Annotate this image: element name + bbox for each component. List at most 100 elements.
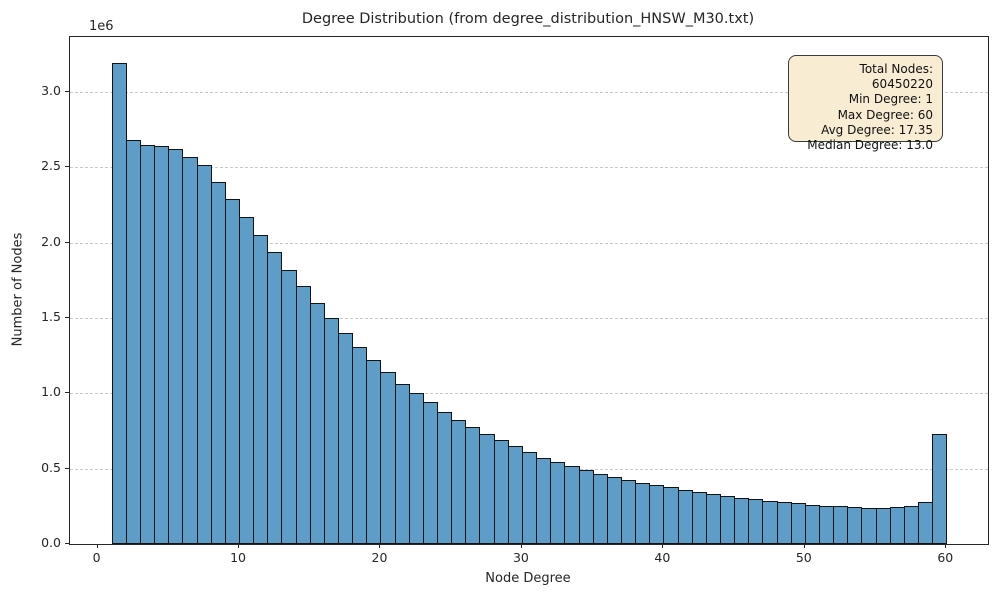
histogram-bar bbox=[903, 506, 919, 544]
grid-line bbox=[70, 167, 988, 169]
histogram-bar bbox=[677, 489, 693, 544]
y-tick-label: 2.5 bbox=[41, 158, 61, 174]
histogram-bar bbox=[352, 347, 368, 544]
y-axis-offset-label: 1e6 bbox=[89, 19, 114, 34]
x-tick-label: 60 bbox=[937, 550, 954, 565]
histogram-bar bbox=[762, 500, 778, 544]
stat-min-degree: Min Degree: 1 bbox=[848, 92, 933, 107]
grid-line bbox=[70, 393, 988, 395]
y-axis-label: Number of Nodes bbox=[10, 232, 26, 347]
x-tick-label: 30 bbox=[512, 550, 529, 565]
stat-total-nodes: Total Nodes: 60450220 bbox=[859, 62, 933, 92]
histogram-bar bbox=[267, 252, 283, 544]
stat-avg-degree: Avg Degree: 17.35 bbox=[821, 122, 933, 137]
histogram-bar bbox=[620, 479, 637, 544]
histogram-bar bbox=[380, 372, 396, 544]
x-tick-label: 0 bbox=[92, 550, 101, 565]
x-tick-mark bbox=[803, 544, 805, 548]
histogram-bar bbox=[649, 485, 665, 544]
histogram-bar bbox=[394, 383, 410, 544]
x-tick-mark bbox=[379, 544, 381, 548]
x-tick-label: 40 bbox=[654, 550, 671, 565]
histogram-bar bbox=[564, 466, 580, 544]
chart-title: Degree Distribution (from degree_distrib… bbox=[301, 11, 755, 27]
histogram-bar bbox=[281, 269, 297, 544]
histogram-bar bbox=[210, 181, 226, 544]
histogram-bar bbox=[734, 497, 750, 544]
histogram-bar bbox=[818, 505, 835, 544]
y-tick-label: 0.0 bbox=[41, 535, 61, 550]
histogram-bar bbox=[748, 499, 764, 544]
histogram-bar bbox=[592, 473, 608, 544]
y-tick-label: 3.0 bbox=[41, 82, 61, 98]
y-tick-label: 1.5 bbox=[41, 308, 61, 324]
stats-annotation-box: Total Nodes: 60450220 Min Degree: 1 Max … bbox=[788, 55, 943, 152]
y-tick-mark bbox=[65, 241, 69, 243]
y-tick-label: 2.0 bbox=[41, 233, 61, 249]
histogram-bar bbox=[790, 503, 806, 544]
x-tick-mark bbox=[662, 544, 664, 548]
histogram-bar bbox=[239, 216, 255, 544]
x-tick-label: 20 bbox=[371, 550, 388, 565]
histogram-bar bbox=[917, 502, 934, 544]
histogram-bar bbox=[408, 393, 424, 544]
histogram-bar bbox=[521, 452, 538, 544]
x-axis-label: Node Degree bbox=[485, 571, 571, 586]
histogram-bar bbox=[635, 482, 651, 544]
histogram-bar bbox=[338, 333, 354, 544]
histogram-bar bbox=[323, 317, 340, 544]
x-tick-mark bbox=[945, 544, 947, 548]
histogram-bar bbox=[932, 433, 948, 544]
y-tick-mark bbox=[65, 543, 69, 544]
histogram-bar bbox=[422, 402, 439, 544]
x-tick-mark bbox=[96, 544, 98, 548]
y-tick-label: 1.0 bbox=[41, 384, 61, 400]
x-tick-mark bbox=[520, 544, 522, 548]
histogram-bar bbox=[182, 156, 198, 544]
grid-line bbox=[70, 317, 988, 319]
x-tick-label: 50 bbox=[795, 550, 812, 565]
histogram-bar bbox=[309, 302, 325, 544]
histogram-bar bbox=[804, 504, 820, 544]
histogram-bar bbox=[861, 507, 877, 544]
histogram-bar bbox=[663, 487, 679, 544]
histogram-bar bbox=[578, 469, 594, 544]
histogram-bar bbox=[493, 440, 509, 544]
histogram-bar bbox=[847, 507, 863, 544]
histogram-bar bbox=[606, 476, 622, 544]
histogram-bar bbox=[125, 140, 141, 544]
histogram-bar bbox=[168, 149, 184, 544]
histogram-bar bbox=[875, 507, 891, 544]
histogram-bar bbox=[366, 360, 382, 544]
histogram-bar bbox=[889, 507, 905, 544]
stat-max-degree: Max Degree: 60 bbox=[837, 107, 933, 122]
histogram-bar bbox=[111, 63, 127, 544]
y-tick-mark bbox=[65, 166, 69, 168]
histogram-bar bbox=[705, 494, 721, 544]
histogram-bar bbox=[437, 412, 453, 544]
histogram-bar bbox=[507, 446, 523, 544]
x-tick-mark bbox=[238, 544, 240, 548]
histogram-bar bbox=[719, 496, 736, 544]
y-tick-label: 0.5 bbox=[41, 459, 61, 475]
histogram-bar bbox=[451, 420, 467, 544]
grid-line bbox=[70, 91, 988, 93]
grid-line bbox=[70, 242, 988, 244]
histogram-bar bbox=[536, 457, 552, 544]
y-tick-mark bbox=[65, 392, 69, 394]
histogram-bar bbox=[295, 286, 311, 544]
y-tick-mark bbox=[65, 90, 69, 92]
histogram-bar bbox=[776, 501, 792, 544]
x-tick-label: 10 bbox=[230, 550, 246, 565]
histogram-bar bbox=[691, 492, 707, 544]
stat-median-degree: Median Degree: 13.0 bbox=[807, 138, 933, 153]
histogram-bar bbox=[140, 145, 156, 544]
histogram-bar bbox=[224, 198, 241, 544]
histogram-bar bbox=[465, 427, 481, 544]
histogram-bar bbox=[550, 462, 566, 544]
histogram-bar bbox=[196, 164, 212, 544]
histogram-bar bbox=[154, 146, 170, 544]
histogram-bar bbox=[253, 235, 269, 544]
histogram-bar bbox=[833, 506, 849, 544]
